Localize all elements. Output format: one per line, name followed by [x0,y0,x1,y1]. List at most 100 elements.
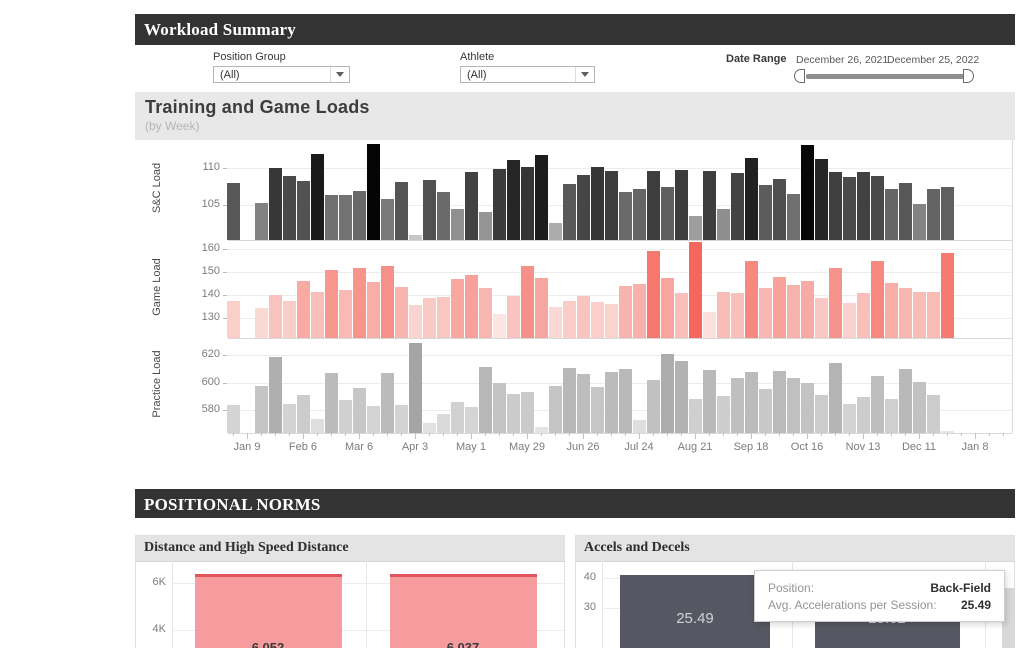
s-c-load-bar[interactable] [254,202,268,240]
s-c-load-bar[interactable] [534,155,548,240]
s-c-load-bar[interactable] [380,199,394,240]
practice-load-bar[interactable] [912,381,926,433]
game-load-bar[interactable] [534,277,548,338]
practice-load-bar[interactable] [380,372,394,433]
s-c-load-bar[interactable] [422,179,436,240]
practice-load-bar[interactable] [492,382,506,433]
game-load-bar[interactable] [576,295,590,338]
practice-load-bar[interactable] [772,370,786,433]
practice-load-bar[interactable] [324,372,338,433]
practice-load-bar[interactable] [394,405,408,433]
game-load-bar[interactable] [800,280,814,338]
s-c-load-bar[interactable] [408,235,422,240]
game-load-bar[interactable] [926,291,940,338]
s-c-load-bar[interactable] [618,191,632,240]
s-c-load-bar[interactable] [478,211,492,240]
game-load-bar[interactable] [912,291,926,338]
game-load-bar[interactable] [492,314,506,338]
accels-bar[interactable] [1002,588,1015,648]
practice-load-bar[interactable] [450,401,464,433]
practice-load-bar[interactable] [842,403,856,433]
s-c-load-bar[interactable] [548,222,562,240]
game-load-bar[interactable] [366,282,380,338]
practice-load-bar[interactable] [730,377,744,433]
practice-load-bar[interactable] [856,396,870,433]
distance-bar[interactable] [195,574,342,648]
s-c-load-bar[interactable] [492,169,506,240]
s-c-load-bar[interactable] [912,203,926,240]
practice-load-bar[interactable] [464,406,478,433]
s-c-load-bar[interactable] [730,173,744,240]
game-load-bar[interactable] [310,292,324,338]
s-c-load-bar[interactable] [562,183,576,240]
s-c-load-bar[interactable] [632,189,646,240]
game-load-bar[interactable] [408,304,422,338]
s-c-load-bar[interactable] [744,157,758,240]
s-c-load-bar[interactable] [576,174,590,240]
s-c-load-bar[interactable] [660,186,674,240]
s-c-load-bar[interactable] [884,189,898,240]
s-c-load-bar[interactable] [800,145,814,240]
practice-load-bar[interactable] [366,406,380,433]
s-c-load-bar[interactable] [590,167,604,240]
practice-load-bar[interactable] [814,395,828,433]
game-load-bar[interactable] [338,289,352,338]
game-load-bar[interactable] [730,292,744,338]
s-c-load-bar[interactable] [758,185,772,240]
s-c-load-bar[interactable] [324,194,338,240]
practice-load-bar[interactable] [422,422,436,433]
game-load-bar[interactable] [688,242,702,338]
game-load-bar[interactable] [674,293,688,338]
game-load-bar[interactable] [590,301,604,338]
practice-load-bar[interactable] [576,374,590,433]
game-load-bar[interactable] [940,253,954,338]
game-load-bar[interactable] [660,277,674,338]
s-c-load-bar[interactable] [870,176,884,240]
s-c-load-bar[interactable] [310,153,324,240]
chevron-down-icon[interactable] [330,67,349,82]
game-load-bar[interactable] [884,282,898,338]
practice-load-bar[interactable] [254,385,268,433]
practice-load-bar[interactable] [618,369,632,433]
position-group-dropdown[interactable]: (All) [213,66,350,83]
s-c-load-bar[interactable] [226,182,240,240]
s-c-load-bar[interactable] [506,159,520,240]
practice-load-bar[interactable] [758,389,772,433]
practice-load-bar[interactable] [590,386,604,433]
practice-load-bar[interactable] [548,385,562,433]
s-c-load-bar[interactable] [786,193,800,240]
s-c-load-bar[interactable] [926,188,940,240]
practice-load-bar[interactable] [660,354,674,433]
game-load-bar[interactable] [352,267,366,338]
practice-load-bar[interactable] [632,420,646,433]
game-load-bar[interactable] [520,266,534,338]
practice-load-bar[interactable] [226,405,240,433]
game-load-bar[interactable] [758,288,772,338]
game-load-bar[interactable] [562,300,576,338]
practice-load-bar[interactable] [478,366,492,433]
game-load-bar[interactable] [282,300,296,338]
practice-load-bar[interactable] [352,387,366,433]
game-load-bar[interactable] [226,301,240,338]
s-c-load-bar[interactable] [772,179,786,240]
game-load-bar[interactable] [716,291,730,338]
s-c-load-bar[interactable] [282,176,296,240]
practice-load-bar[interactable] [884,399,898,433]
game-load-bar[interactable] [828,267,842,338]
game-load-bar[interactable] [464,275,478,338]
game-load-bar[interactable] [856,293,870,338]
s-c-load-bar[interactable] [450,209,464,240]
game-load-bar[interactable] [380,266,394,338]
game-load-bar[interactable] [702,311,716,338]
athlete-dropdown[interactable]: (All) [460,66,595,83]
s-c-load-bar[interactable] [716,208,730,240]
game-load-bar[interactable] [450,279,464,338]
practice-load-bar[interactable] [534,427,548,433]
s-c-load-bar[interactable] [604,170,618,240]
game-load-bar[interactable] [478,287,492,338]
accels-bar[interactable] [620,575,770,648]
practice-load-bar[interactable] [674,360,688,433]
s-c-load-bar[interactable] [268,168,282,240]
practice-load-bar[interactable] [310,418,324,433]
s-c-load-bar[interactable] [674,170,688,240]
